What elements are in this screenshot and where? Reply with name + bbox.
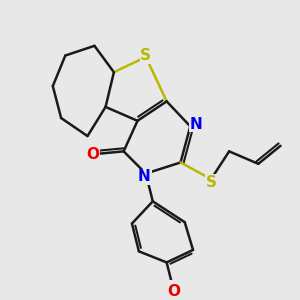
Text: O: O [167,284,180,299]
Text: S: S [140,48,151,63]
Text: N: N [190,117,203,132]
Text: S: S [206,175,217,190]
Text: O: O [87,147,100,162]
Text: N: N [138,169,151,184]
